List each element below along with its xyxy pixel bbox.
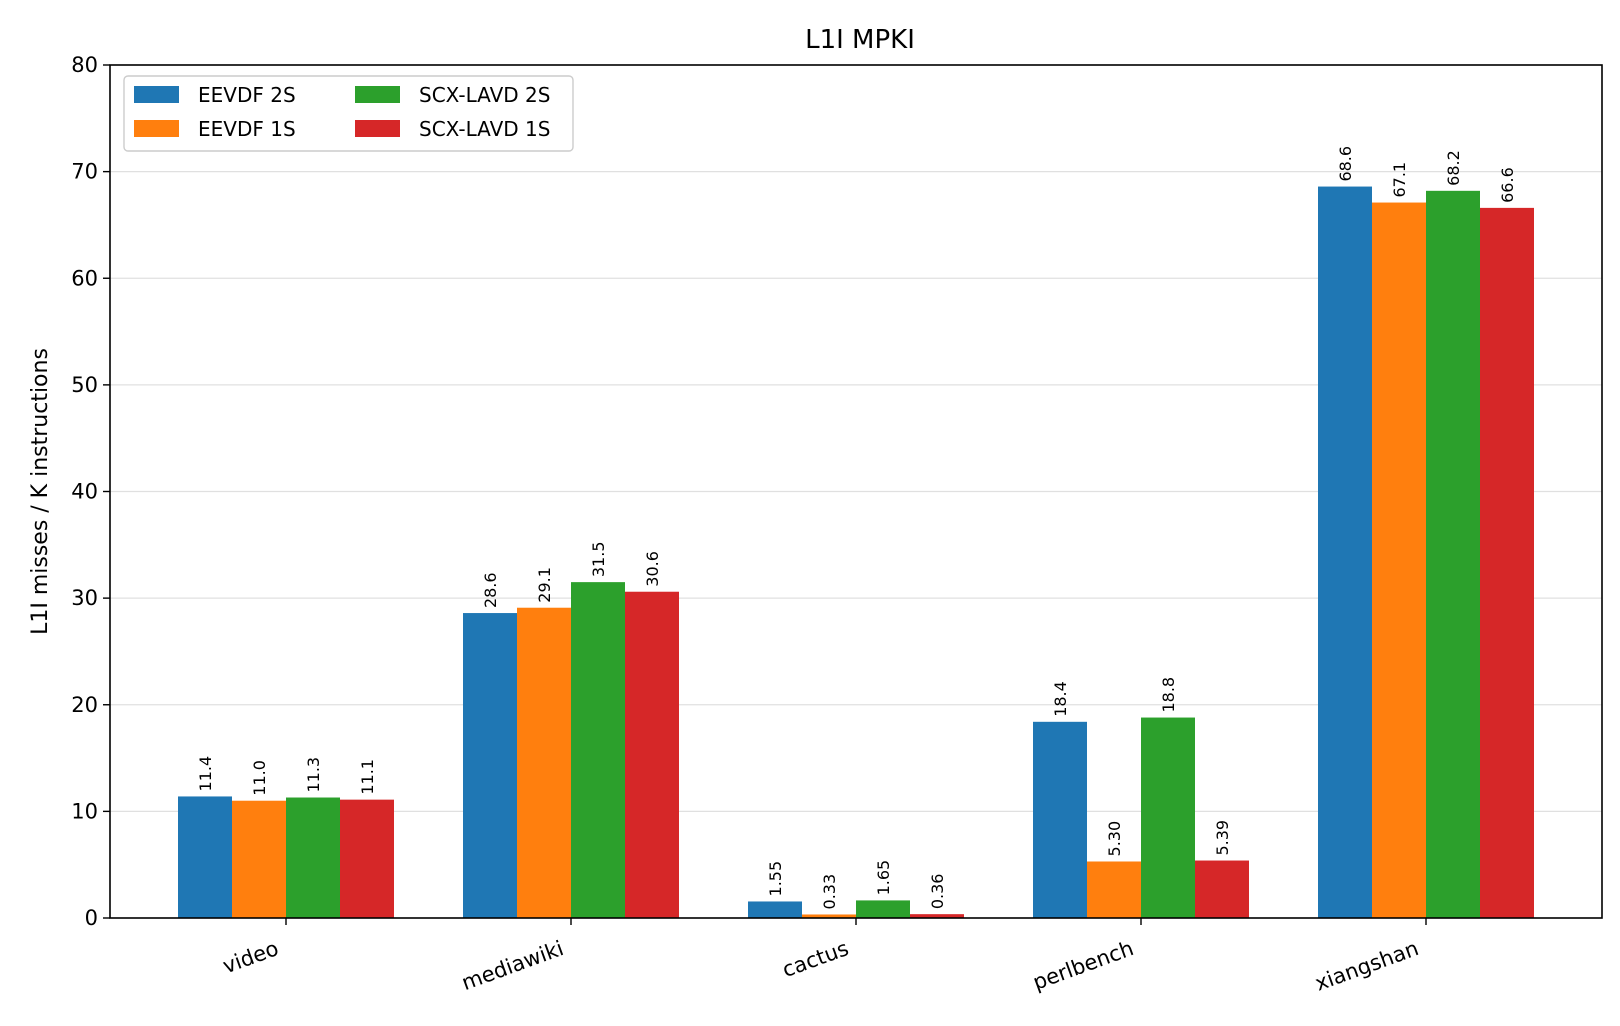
bar-scx-lavd-2s-mediawiki [571,582,625,918]
bar-scx-lavd-1s-perlbench [1195,860,1249,918]
legend-label-scx-lavd-1s: SCX-LAVD 1S [419,117,550,141]
bar-value-label: 0.36 [928,874,947,910]
bar-value-label: 1.55 [766,861,785,897]
bar-scx-lavd-2s-perlbench [1141,717,1195,918]
bar-value-label: 5.30 [1105,821,1124,857]
bar-value-label: 11.0 [250,760,269,796]
bar-eevdf-1s-video [232,800,286,918]
bar-eevdf-2s-xiangshan [1318,186,1372,919]
bar-value-label: 68.6 [1336,146,1355,182]
bar-value-label: 18.8 [1159,677,1178,713]
legend: EEVDF 2S EEVDF 1S SCX-LAVD 2S SCX-LAVD 1S [123,75,574,152]
x-axis-ticks: video mediawiki cactus perlbench xiangshan [220,918,1427,996]
y-tick-label: 30 [71,586,98,610]
y-tick-label: 70 [71,160,98,184]
y-tick-label: 60 [71,266,98,290]
bar-value-label: 29.1 [535,567,554,603]
bar-eevdf-2s-video [178,796,232,918]
legend-box [123,75,574,152]
bar-value-label: 31.5 [589,542,608,578]
bar-eevdf-2s-mediawiki [463,613,517,918]
x-tick-label-xiangshan: xiangshan [1312,936,1422,996]
bar-value-label: 66.6 [1498,167,1517,203]
y-tick-label: 0 [85,906,98,930]
bar-scx-lavd-2s-video [286,797,340,918]
bar-scx-lavd-1s-cactus [910,914,964,918]
bar-scx-lavd-1s-xiangshan [1480,207,1534,918]
legend-swatch-scx-lavd-1s [355,120,400,137]
y-axis-label: L1I misses / K instructions [28,348,53,635]
bar-value-label: 11.4 [196,756,215,792]
bar-value-label: 67.1 [1390,162,1409,198]
bar-eevdf-1s-mediawiki [517,607,571,918]
legend-swatch-eevdf-1s [134,120,179,137]
legend-swatch-scx-lavd-2s [355,86,400,103]
bar-scx-lavd-2s-cactus [856,900,910,918]
x-tick-label-perlbench: perlbench [1030,936,1137,995]
y-tick-label: 50 [71,373,98,397]
bar-value-label: 1.65 [874,860,893,896]
bar-value-label: 28.6 [481,572,500,608]
y-tick-label: 10 [71,799,98,823]
bar-value-label: 68.2 [1444,150,1463,186]
bar-value-label: 5.39 [1213,820,1232,856]
bar-eevdf-2s-cactus [748,901,802,918]
x-tick-label-mediawiki: mediawiki [458,936,566,995]
legend-label-scx-lavd-2s: SCX-LAVD 2S [419,83,550,107]
bar-value-label: 11.1 [358,759,377,795]
bar-scx-lavd-1s-video [340,799,394,918]
y-tick-label: 20 [71,693,98,717]
y-axis-ticks: 0 10 20 30 40 50 60 70 80 [71,53,110,930]
bar-scx-lavd-1s-mediawiki [625,591,679,918]
bar-eevdf-1s-xiangshan [1372,202,1426,918]
bar-value-labels: 11.4 11.0 11.3 11.1 28.6 29.1 31.5 30.6 1.55 0.33… [196,146,1517,910]
bar-scx-lavd-2s-xiangshan [1426,190,1480,918]
legend-swatch-eevdf-2s [134,86,179,103]
legend-label-eevdf-1s: EEVDF 1S [198,117,296,141]
bar-value-label: 30.6 [643,551,662,587]
x-tick-label-cactus: cactus [779,936,852,982]
bar-eevdf-1s-cactus [802,914,856,918]
bars [178,186,1534,919]
legend-label-eevdf-2s: EEVDF 2S [198,83,296,107]
bar-value-label: 0.33 [820,874,839,910]
bar-eevdf-2s-perlbench [1033,721,1087,918]
y-tick-label: 40 [71,480,98,504]
bar-eevdf-1s-perlbench [1087,861,1141,918]
bar-value-label: 18.4 [1051,681,1070,717]
bar-value-label: 11.3 [304,757,323,793]
chart-title: L1I MPKI [805,25,915,55]
x-tick-label-video: video [220,936,282,978]
y-tick-label: 80 [71,53,98,77]
